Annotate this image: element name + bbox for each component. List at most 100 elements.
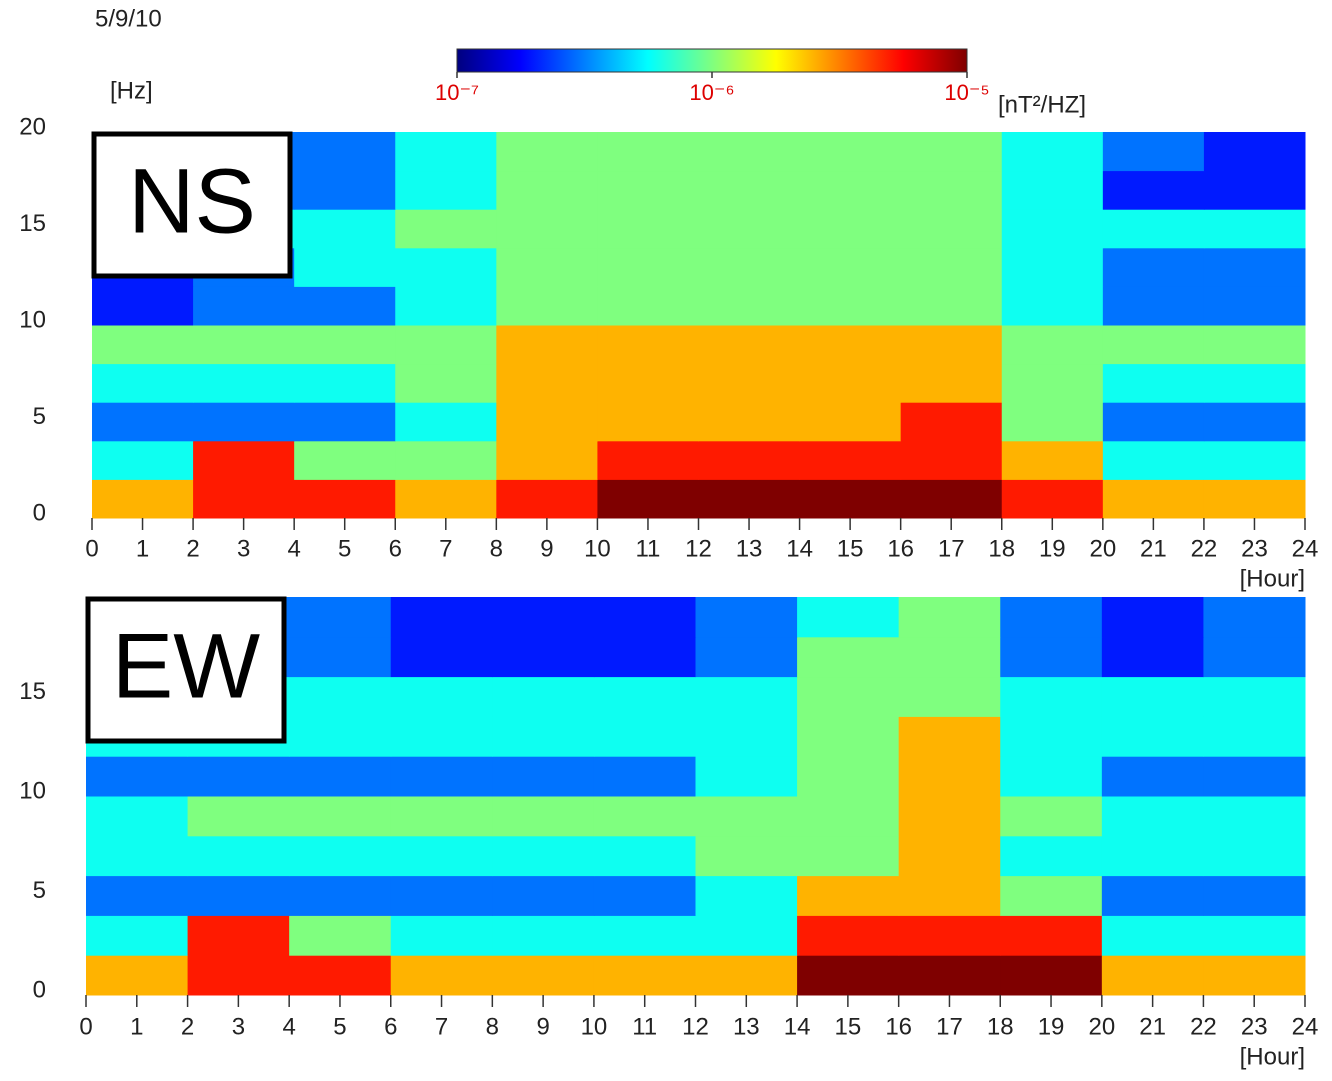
heatmap-cell — [898, 756, 1001, 797]
heatmap-cell — [695, 756, 798, 797]
heatmap-cell — [496, 247, 598, 287]
heatmap-cell — [390, 676, 493, 717]
heatmap-cell — [898, 875, 1001, 916]
x-tick-label: 5 — [338, 535, 351, 562]
heatmap-cell — [597, 440, 699, 480]
y-tick-label: 20 — [19, 113, 46, 140]
heatmap-cell — [492, 835, 595, 877]
heatmap-cell — [294, 209, 396, 249]
x-tick-label: 19 — [1039, 535, 1066, 562]
heatmap-cell — [289, 796, 392, 837]
heatmap-cell — [187, 875, 290, 916]
heatmap-cell — [86, 875, 189, 916]
heatmap-cell — [492, 796, 595, 837]
heatmap-cell — [492, 875, 595, 916]
heatmap-cell — [900, 325, 1003, 365]
x-tick-label: 6 — [389, 535, 402, 562]
heatmap-cell — [597, 363, 699, 403]
heatmap-cell — [289, 676, 392, 717]
heatmap-cell — [799, 479, 902, 519]
x-tick-label: 10 — [581, 1013, 608, 1040]
x-tick-label: 11 — [632, 1013, 657, 1040]
heatmap-cell — [395, 479, 497, 519]
y-tick-label: 5 — [33, 403, 46, 430]
heatmap-cell — [1000, 835, 1103, 877]
heatmap-cell — [1001, 440, 1104, 480]
x-tick-label: 3 — [237, 535, 250, 562]
x-tick-label: 21 — [1140, 535, 1167, 562]
heatmap-cell — [289, 597, 392, 638]
heatmap-cell — [86, 796, 189, 837]
heatmap-cell — [496, 170, 598, 210]
heatmap-cell — [1203, 286, 1306, 326]
x-tick-label: 9 — [540, 535, 553, 562]
x-tick-label: 15 — [835, 1013, 862, 1040]
x-tick-label: 19 — [1038, 1013, 1065, 1040]
heatmap-cell — [496, 440, 598, 480]
heatmap-cell — [898, 796, 1001, 837]
heatmap-cell — [797, 875, 900, 916]
heatmap-cell — [597, 247, 699, 287]
panel-label: EW — [112, 615, 260, 717]
heatmap-cell — [1000, 676, 1103, 717]
heatmap-cell — [898, 955, 1001, 996]
heatmap-cell — [492, 955, 595, 996]
heatmap-cell — [900, 363, 1003, 403]
heatmap-cell — [492, 597, 595, 638]
heatmap-cell — [92, 402, 194, 442]
heatmap-cell — [395, 363, 497, 403]
heatmap-cell — [496, 325, 598, 365]
x-tick-label: 14 — [786, 535, 813, 562]
x-tick-label: 16 — [887, 535, 914, 562]
heatmap-cell — [1101, 756, 1204, 797]
heatmap-cell — [294, 247, 396, 287]
x-tick-label: 17 — [938, 535, 965, 562]
heatmap-cell — [1203, 170, 1306, 210]
heatmap-cell — [395, 440, 497, 480]
heatmap-cell — [395, 247, 497, 287]
y-axis-label: [Hz] — [110, 77, 153, 104]
heatmap-cell — [797, 835, 900, 877]
heatmap-cell — [797, 756, 900, 797]
heatmap-cell — [1102, 440, 1205, 480]
heatmap-cell — [92, 363, 194, 403]
heatmap-cell — [496, 209, 598, 249]
x-tick-label: 2 — [181, 1013, 194, 1040]
x-tick-label: 6 — [384, 1013, 397, 1040]
heatmap-cell — [898, 835, 1001, 877]
heatmap-cell — [294, 132, 396, 172]
heatmap-cell — [92, 286, 194, 326]
panel-label-box — [91, 131, 293, 279]
heatmap-cell — [597, 170, 699, 210]
heatmap-cell — [698, 479, 801, 519]
colorbar — [456, 48, 968, 73]
heatmap-cell — [1203, 479, 1306, 519]
heatmap-cell — [390, 835, 493, 877]
heatmap-cell — [395, 286, 497, 326]
heatmap-cell — [395, 132, 497, 172]
heatmap-cell — [289, 756, 392, 797]
y-tick-label: 10 — [19, 306, 46, 333]
heatmap-cell — [1001, 132, 1104, 172]
x-tick-label: 0 — [85, 535, 98, 562]
heatmap-cell — [395, 325, 497, 365]
heatmap-cell — [900, 402, 1003, 442]
x-tick-label: 2 — [186, 535, 199, 562]
heatmap-cell — [1203, 716, 1306, 757]
heatmap-cell — [496, 363, 598, 403]
heatmap-cell — [698, 286, 801, 326]
heatmap-cell — [695, 597, 798, 638]
heatmap-cell — [86, 756, 189, 797]
heatmap-cell — [395, 170, 497, 210]
x-tick-label: 12 — [685, 535, 712, 562]
heatmap-cell — [1203, 796, 1306, 837]
heatmap-cell — [799, 247, 902, 287]
heatmap-cell — [1101, 835, 1204, 877]
heatmap-cell — [799, 132, 902, 172]
heatmap-cell — [1102, 479, 1205, 519]
heatmap-cell — [797, 716, 900, 757]
heatmap-cell — [86, 835, 189, 877]
heatmap-cell — [92, 325, 194, 365]
heatmap-cell — [597, 402, 699, 442]
